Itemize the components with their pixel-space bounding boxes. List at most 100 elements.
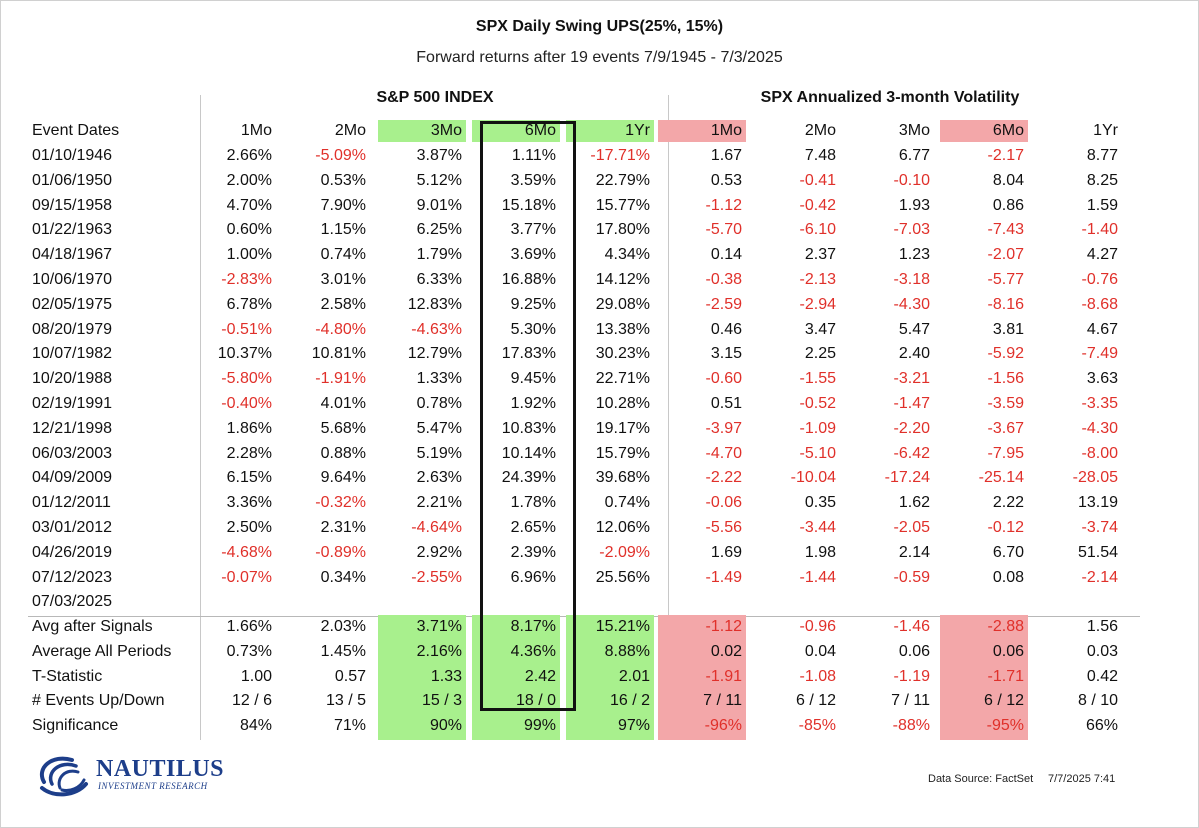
chart-title: SPX Daily Swing UPS(25%, 15%) [475,18,724,35]
summary-cell: 2.03% [320,618,366,635]
summary-cell: -95% [986,717,1024,734]
table-cell: 0.74% [320,246,366,263]
divider-left [200,95,201,740]
table-cell: 2.14 [898,544,930,561]
row-label: 10/07/1982 [32,345,113,362]
table-cell: -3.35 [1081,395,1118,412]
table-cell: 22.71% [595,370,650,387]
column-highlight-green [566,615,654,740]
summary-cell: 0.42 [1086,668,1118,685]
table-cell: 8.04 [992,172,1024,189]
column-header-6mo: 6Mo [524,122,556,139]
chart-subtitle: Forward returns after 19 events 7/9/1945… [416,49,783,66]
table-cell: -1.09 [799,420,836,437]
table-cell: 5.47% [416,420,462,437]
table-cell: -6.10 [799,221,836,238]
table-cell: 3.69% [510,246,556,263]
summary-cell: 18 / 0 [515,692,556,709]
table-cell: -3.97 [705,420,742,437]
table-cell: 1.59 [1086,197,1118,214]
summary-cell: 1.66% [226,618,272,635]
summary-cell: 1.56 [1086,618,1118,635]
row-label: 07/03/2025 [32,593,113,610]
table-cell: 8.77 [1086,147,1118,164]
row-label: 07/12/2023 [32,569,113,586]
summary-row-label: Avg after Signals [32,618,153,635]
row-label: 02/05/1975 [32,296,113,313]
row-label: 03/01/2012 [32,519,113,536]
summary-row-label: Average All Periods [32,643,172,660]
table-cell: 9.64% [320,469,366,486]
data-source: Data Source: FactSet [928,773,1034,785]
summary-cell: -1.71 [987,668,1024,685]
column-highlight-red [940,615,1028,740]
table-cell: 10.83% [501,420,556,437]
table-cell: 3.47 [804,321,836,338]
table-cell: -2.22 [705,469,742,486]
table-cell: -0.10 [893,172,930,189]
summary-cell: 8 / 10 [1077,692,1118,709]
table-cell: 7.48 [804,147,836,164]
summary-cell: 0.57 [334,668,366,685]
table-cell: -3.74 [1081,519,1118,536]
table-cell: 0.60% [226,221,272,238]
table-cell: -4.80% [315,321,366,338]
table-cell: -2.09% [599,544,650,561]
table-cell: -2.83% [221,271,272,288]
summary-cell: -1.19 [893,668,930,685]
table-cell: -17.71% [590,147,650,164]
table-cell: 3.36% [226,494,272,511]
table-cell: 2.22 [992,494,1024,511]
table-cell: 2.28% [226,445,272,462]
summary-cell: 0.03 [1086,643,1118,660]
table-cell: 2.65% [510,519,556,536]
row-label: 01/22/1963 [32,221,113,238]
table-cell: -1.12 [705,197,742,214]
table-cell: 1.69 [710,544,742,561]
summary-cell: 6 / 12 [983,692,1024,709]
table-cell: 17.83% [501,345,556,362]
table-cell: 0.74% [604,494,650,511]
table-cell: -7.49 [1081,345,1118,362]
table-cell: 5.30% [510,321,556,338]
table-cell: 19.17% [595,420,650,437]
table-cell: 3.01% [320,271,366,288]
table-cell: 13.38% [595,321,650,338]
table-cell: 5.19% [416,445,462,462]
column-highlight-green [378,615,466,740]
table-cell: 1.92% [510,395,556,412]
table-cell: 2.50% [226,519,272,536]
summary-cell: 8.88% [604,643,650,660]
table-cell: 1.00% [226,246,272,263]
summary-cell: 4.36% [510,643,556,660]
table-cell: -4.30 [1081,420,1118,437]
summary-cell: 6 / 12 [795,692,836,709]
column-highlight-green [566,120,654,142]
table-cell: -8.68 [1081,296,1118,313]
table-cell: 0.53 [710,172,742,189]
column-highlight-green [472,120,560,142]
table-cell: 10.28% [595,395,650,412]
table-cell: 0.14 [710,246,742,263]
table-cell: -5.09% [315,147,366,164]
table-cell: -5.10 [799,445,836,462]
table-cell: -4.63% [411,321,462,338]
summary-cell: 1.45% [320,643,366,660]
row-label: 01/06/1950 [32,172,113,189]
table-cell: 1.23 [898,246,930,263]
summary-cell: 15.21% [595,618,650,635]
table-cell: -0.40% [221,395,272,412]
table-cell: -0.06 [705,494,742,511]
table-cell: 6.33% [416,271,462,288]
table-cell: 0.53% [320,172,366,189]
table-cell: 2.92% [416,544,462,561]
table-cell: 10.81% [311,345,366,362]
table-cell: 15.79% [595,445,650,462]
summary-cell: 97% [617,717,650,734]
row-label: 04/26/2019 [32,544,113,561]
table-cell: 4.70% [226,197,272,214]
table-cell: 10.14% [501,445,556,462]
column-highlight-red [658,615,746,740]
table-cell: 22.79% [595,172,650,189]
table-cell: -2.94 [799,296,836,313]
